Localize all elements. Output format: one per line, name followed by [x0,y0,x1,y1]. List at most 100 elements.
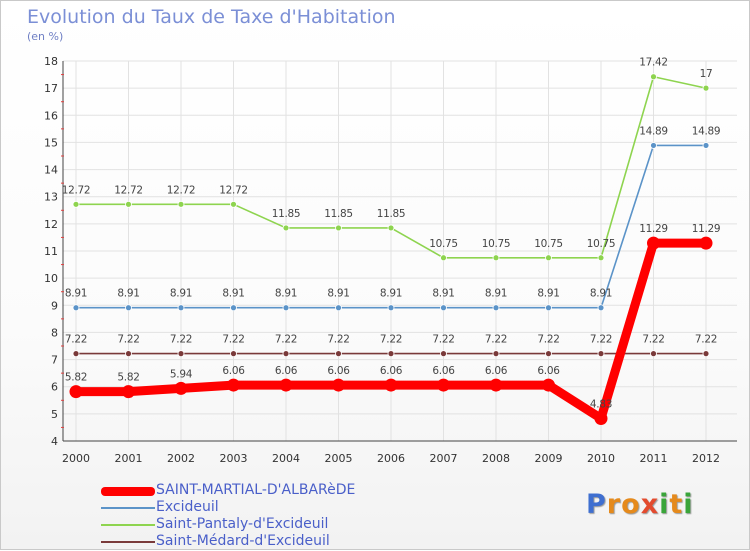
y-tick-label: 9 [51,299,58,312]
y-tick-label: 4 [51,435,58,448]
data-point [542,378,555,392]
x-tick-label: 2003 [220,452,248,465]
data-point [440,350,447,358]
data-label: 12.72 [219,184,248,196]
logo-letter: i [659,489,670,520]
data-point [699,236,713,250]
y-tick-label: 13 [44,191,58,204]
data-label: 6.06 [485,365,508,377]
data-point [492,304,500,312]
data-label: 8.91 [65,288,87,300]
logo-letter: t [669,489,684,520]
logo-letter: r [606,489,622,520]
y-tick-label: 10 [44,272,58,285]
data-point [597,304,605,312]
data-label: 11.29 [639,223,668,235]
legend-label: Excideuil [156,499,219,515]
data-label: 10.75 [429,238,458,250]
data-point [650,350,657,358]
y-tick-label: 17 [44,82,58,95]
legend-label: Saint-Pantaly-d'Excideuil [156,516,329,532]
data-point [72,200,80,208]
data-point [545,254,552,262]
y-tick-label: 6 [51,381,58,394]
legend-swatch [101,507,155,509]
data-label: 6.06 [327,365,350,377]
data-point [594,411,608,425]
data-label: 7.22 [170,334,192,346]
data-label: 8.91 [327,288,349,300]
data-point [492,350,500,358]
data-point [335,304,342,312]
data-point [545,350,552,358]
data-point [650,73,657,81]
data-label: 5.82 [65,372,87,384]
data-label: 14.89 [639,125,668,137]
chart-subtitle: (en %) [27,30,64,43]
y-tick-label: 14 [44,164,58,177]
data-point [387,224,395,232]
data-point [492,254,500,262]
data-label: 11.29 [692,223,721,235]
data-point [545,304,552,312]
data-point [69,385,83,399]
data-point [335,224,342,232]
data-label: 12.72 [62,184,91,196]
data-label: 8.91 [432,288,454,300]
data-point [279,378,293,392]
x-tick-label: 2008 [482,452,510,465]
data-point [702,84,710,92]
x-tick-label: 2002 [167,452,195,465]
y-tick-label: 8 [51,326,58,339]
legend-label: Saint-Médard-d'Excideuil [156,533,330,549]
data-label: 17 [700,68,713,80]
data-label: 14.89 [692,125,721,137]
logo-letter: x [640,489,660,520]
x-tick-label: 2005 [325,452,353,465]
legend-swatch [101,486,155,496]
x-tick-label: 2010 [587,452,615,465]
data-point [702,350,710,358]
data-label: 10.75 [534,238,563,250]
data-label: 7.22 [380,334,402,346]
data-point [230,350,237,358]
data-point [230,200,237,208]
data-point [650,142,657,149]
data-label: 7.22 [485,334,507,346]
data-label: 12.72 [114,184,143,196]
data-label: 7.22 [65,334,87,346]
data-label: 8.91 [485,288,507,300]
x-tick-label: 2000 [62,452,90,465]
y-tick-label: 18 [44,55,58,68]
data-label: 7.22 [222,334,244,346]
data-point [230,304,237,312]
legend-label: SAINT-MARTIAL-D'ALBARèDE [156,482,356,498]
data-point [384,378,398,392]
data-point [489,378,503,392]
data-point [332,378,345,392]
data-label: 11.85 [377,208,406,220]
data-point [702,142,710,149]
data-label: 4.83 [590,398,612,410]
data-point [282,304,290,312]
data-label: 6.06 [537,365,560,377]
data-point [72,350,80,358]
data-label: 7.22 [590,334,612,346]
x-tick-label: 2007 [430,452,458,465]
data-label: 8.91 [117,288,139,300]
logo-letter: i [683,489,694,520]
data-point [125,350,132,358]
data-label: 6.06 [432,365,455,377]
data-label: 10.75 [587,238,616,250]
legend-swatch [101,541,155,543]
data-label: 7.22 [695,334,717,346]
data-point [387,350,395,358]
data-point [597,350,605,358]
data-point [282,224,290,232]
data-point [177,200,185,208]
data-label: 17.42 [639,57,668,69]
data-point [122,385,135,399]
data-point [437,378,450,392]
